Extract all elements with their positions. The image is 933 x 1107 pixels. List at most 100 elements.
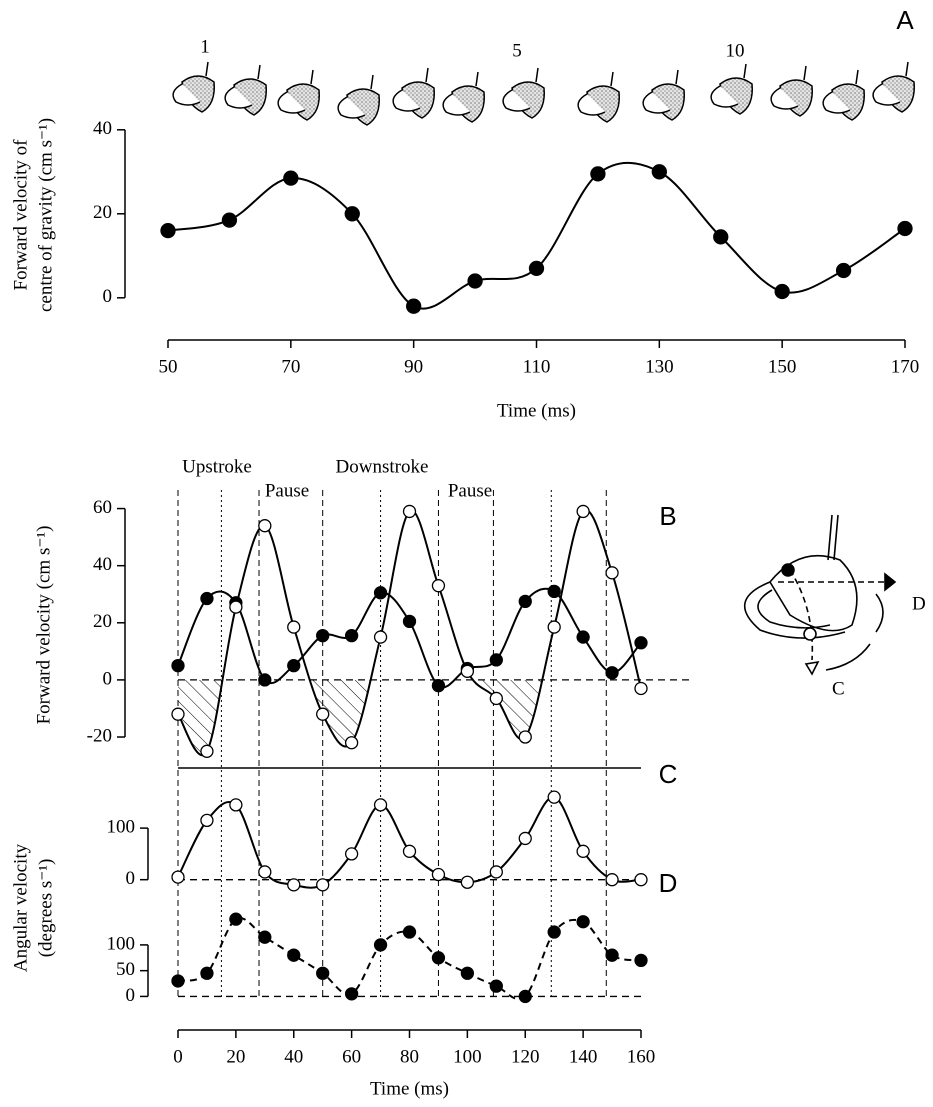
panel-letter: D: [659, 868, 678, 898]
data-point: [160, 222, 176, 239]
x-tick-label: 70: [281, 356, 300, 377]
x-tick-label: 100: [453, 1046, 482, 1067]
data-point: [547, 584, 561, 599]
y-axis-label: centre of gravity (cm s⁻¹): [35, 118, 56, 312]
y-tick-label: 100: [107, 933, 136, 954]
y-tick-label: -20: [87, 725, 112, 746]
data-point: [605, 948, 619, 962]
data-point: [576, 844, 590, 858]
y-tick-label: 50: [116, 959, 135, 980]
data-point: [373, 586, 388, 600]
data-point: [344, 987, 359, 1001]
x-tick-label: 160: [627, 1046, 656, 1067]
data-point: [258, 865, 272, 879]
panel: C 0 100 Angular velocity (degrees s⁻¹): [10, 759, 677, 972]
data-point: [518, 594, 532, 609]
data-point: [590, 166, 606, 182]
panel-letter: C: [659, 759, 678, 789]
y-tick-label: 40: [93, 554, 112, 575]
panel: D 0 50 100 0 20 40 60 80 100 120 140 160 Time (ms): [107, 868, 678, 1099]
panel: B -20 0 20 40 60 Forward velocity (cm s⁻¹) Upst…: [33, 456, 690, 1000]
data-point: [229, 600, 243, 614]
data-point: [200, 591, 214, 606]
data-point: [713, 229, 729, 245]
data-point: [402, 844, 417, 858]
x-tick-label: 140: [569, 1046, 598, 1067]
data-point: [576, 504, 590, 519]
data-point: [171, 707, 185, 721]
data-point: [200, 813, 214, 828]
data-point: [460, 875, 475, 889]
data-point: [467, 273, 483, 289]
x-tick-label: 0: [173, 1046, 183, 1067]
data-point: [651, 164, 667, 180]
data-point: [518, 989, 532, 1004]
data-point: [344, 206, 360, 222]
data-point: [283, 170, 299, 186]
y-tick-label: 20: [93, 611, 112, 632]
data-point: [316, 878, 330, 892]
y-tick-label: 40: [93, 118, 112, 139]
frame-label: 10: [726, 40, 745, 61]
panel-letter: A: [896, 5, 914, 35]
data-point: [258, 519, 272, 533]
x-tick-label: 80: [400, 1046, 419, 1067]
data-point: [287, 878, 301, 892]
data-point: [316, 628, 330, 643]
y-tick-label: 0: [126, 868, 136, 889]
data-point: [489, 691, 503, 706]
data-point: [287, 620, 301, 634]
data-point: [344, 736, 359, 750]
data-point: [431, 579, 446, 593]
data-point: [634, 873, 648, 887]
panel: A 0 20 40 Forward velocity of centre of gravi…: [10, 5, 919, 421]
y-tick-label: 0: [103, 668, 113, 689]
x-tick-label: 120: [511, 1046, 540, 1067]
data-point: [344, 847, 359, 861]
data-point: [576, 630, 590, 644]
data-point: [373, 938, 388, 952]
frame-label: 1: [200, 36, 210, 57]
data-point: [489, 865, 503, 879]
data-point: [344, 628, 359, 643]
y-tick-label: 100: [107, 816, 136, 837]
data-point: [547, 790, 561, 804]
x-tick-label: 150: [768, 356, 797, 377]
data-point: [518, 730, 532, 744]
panel-letter: B: [659, 501, 676, 531]
series-line: [177, 796, 642, 889]
data-point: [171, 974, 185, 988]
data-point: [605, 566, 619, 580]
data-point: [634, 953, 648, 968]
inset-label: C: [832, 678, 845, 699]
x-tick-label: 130: [645, 356, 674, 377]
phase-label: Pause: [265, 480, 309, 501]
data-point: [316, 966, 330, 980]
frame-label: 5: [512, 40, 522, 61]
data-point: [518, 831, 532, 846]
data-point: [835, 262, 852, 279]
y-axis-label: Angular velocity: [10, 843, 31, 972]
data-point: [431, 678, 446, 693]
data-point: [431, 867, 446, 882]
data-point: [171, 870, 185, 884]
data-point: [547, 620, 561, 634]
data-point: [460, 966, 475, 980]
y-axis-label: Forward velocity of: [10, 139, 31, 291]
x-tick-label: 90: [404, 356, 423, 377]
data-point: [373, 630, 388, 644]
x-tick-label: 110: [523, 356, 551, 377]
inset-diagram: [743, 514, 897, 676]
x-tick-label: 20: [226, 1046, 245, 1067]
x-tick-label: 50: [159, 356, 178, 377]
y-tick-label: 60: [93, 497, 112, 518]
data-point: [287, 948, 301, 962]
data-point: [547, 925, 561, 939]
data-point: [406, 298, 422, 314]
x-axis-label: Time (ms): [497, 400, 576, 421]
y-tick-label: 20: [93, 202, 112, 223]
data-point: [489, 653, 503, 667]
series-line: [167, 161, 906, 310]
series-line: [177, 587, 642, 689]
